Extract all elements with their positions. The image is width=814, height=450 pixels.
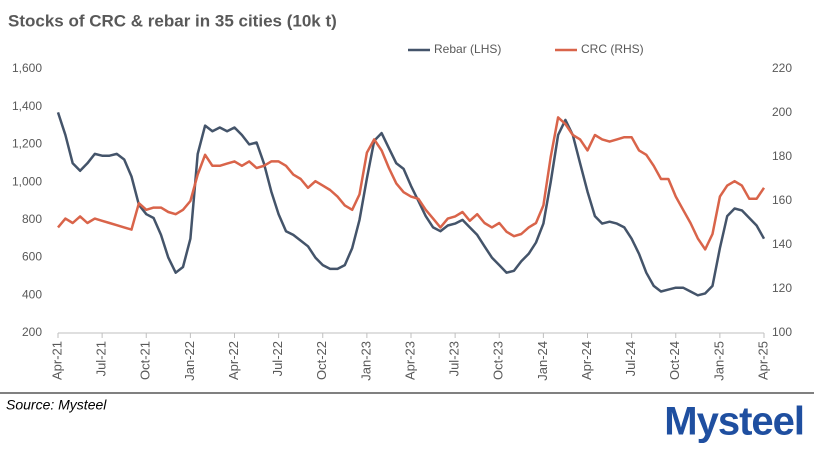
y2-tick-label: 120 (772, 281, 792, 295)
series-line (56, 112, 766, 297)
y2-tick-label: 160 (772, 193, 792, 207)
chart-title: Stocks of CRC & rebar in 35 cities (10k … (8, 11, 337, 30)
x-tick-label: Jul-24 (623, 341, 638, 376)
x-tick-label: Oct-21 (138, 341, 153, 380)
x-tick-label: Jul-21 (94, 341, 109, 376)
x-tick-label: Jul-23 (447, 341, 462, 376)
y-tick-label: 1,600 (12, 61, 42, 75)
x-tick-label: Jan-22 (182, 341, 197, 381)
x-tick-label: Apr-25 (755, 341, 770, 380)
x-tick-label: Apr-21 (49, 341, 64, 380)
x-tick-label: Jan-25 (711, 341, 726, 381)
y-tick-label: 1,000 (12, 174, 42, 188)
y-tick-label: 400 (22, 287, 42, 301)
logo: Mysteel (664, 400, 804, 444)
y2-tick-label: 140 (772, 237, 792, 251)
x-tick-label: Jan-23 (358, 341, 373, 381)
y2-tick-label: 200 (772, 105, 792, 119)
source: Source: Mysteel (6, 397, 107, 413)
x-tick-label: Apr-24 (579, 341, 594, 380)
y2-tick-label: 100 (772, 325, 792, 339)
legend-label: Rebar (LHS) (434, 42, 501, 56)
series-line (57, 116, 766, 251)
y-tick-label: 600 (22, 250, 42, 264)
y-tick-label: 200 (22, 325, 42, 339)
y-tick-label: 1,200 (12, 137, 42, 151)
x-tick-label: Oct-23 (491, 341, 506, 380)
legend-label: CRC (RHS) (581, 42, 644, 56)
x-tick-label: Oct-22 (314, 341, 329, 380)
x-tick-label: Oct-24 (667, 341, 682, 380)
y2-tick-label: 180 (772, 149, 792, 163)
y2-tick-label: 220 (772, 61, 792, 75)
x-tick-label: Apr-22 (226, 341, 241, 380)
y-tick-label: 800 (22, 212, 42, 226)
x-tick-label: Jan-24 (535, 341, 550, 381)
x-tick-label: Jul-22 (270, 341, 285, 376)
y-tick-label: 1,400 (12, 99, 42, 113)
x-tick-label: Apr-23 (402, 341, 417, 380)
